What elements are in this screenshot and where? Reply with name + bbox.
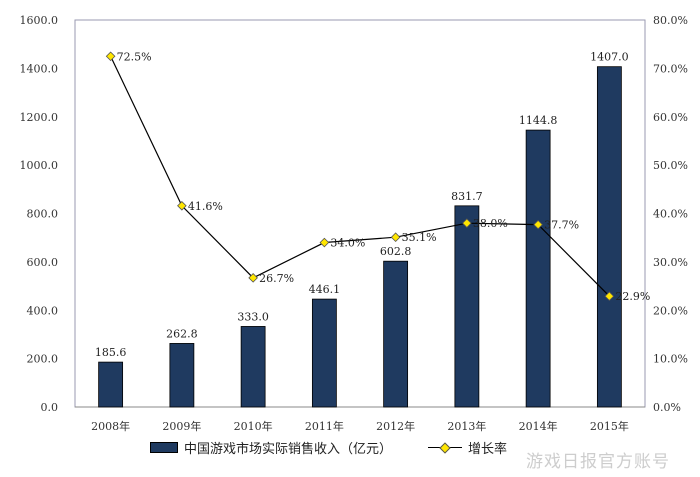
y-right-tick-label: 70.0%: [653, 62, 688, 75]
bar-data-label: 185.6: [95, 346, 127, 359]
plot-frame: [74, 19, 646, 408]
watermark: 游戏日报官方账号: [526, 452, 670, 472]
growth-marker: [462, 218, 472, 228]
bar-data-label: 1144.8: [519, 114, 558, 127]
bar-data-label: 602.8: [380, 245, 412, 258]
y-right-tick-label: 10.0%: [653, 353, 688, 366]
growth-marker: [248, 273, 258, 283]
x-tick-label: 2010年: [234, 419, 273, 433]
bar: [383, 260, 409, 408]
growth-marker: [390, 232, 401, 243]
y-right-tick-label: 20.0%: [653, 304, 688, 317]
growth-data-label: 38.0%: [473, 217, 508, 230]
y-left-tick-label: 600.0: [27, 256, 59, 269]
x-tick-label: 2013年: [447, 419, 486, 433]
bar-data-label: 262.8: [166, 327, 198, 340]
growth-marker: [177, 200, 187, 211]
growth-marker: [105, 51, 116, 62]
x-tick-label: 2009年: [162, 419, 201, 433]
x-tick-label: 2015年: [590, 419, 629, 433]
growth-line: [110, 56, 610, 297]
growth-data-label: 34.0%: [330, 237, 365, 250]
growth-data-label: 22.9%: [615, 290, 650, 303]
bar: [169, 343, 195, 408]
growth-marker: [319, 237, 330, 248]
growth-data-label: 72.5%: [117, 50, 152, 63]
bar: [98, 361, 124, 408]
bar-data-label: 333.0: [237, 310, 269, 323]
y-left-tick-label: 200.0: [27, 353, 59, 366]
bar: [454, 205, 480, 408]
y-left-tick-label: 0.0: [41, 401, 59, 414]
bar: [311, 298, 337, 408]
y-left-tick-label: 1200.0: [20, 111, 59, 124]
legend: 中国游戏市场实际销售收入（亿元） 增长率: [150, 438, 507, 457]
y-right-tick-label: 50.0%: [653, 159, 688, 172]
y-left-tick-label: 400.0: [27, 304, 59, 317]
y-left-tick-label: 800.0: [27, 208, 59, 221]
legend-line-label: 增长率: [468, 442, 508, 457]
legend-bar-swatch: [150, 442, 178, 453]
growth-marker: [604, 291, 615, 302]
bar-data-label: 831.7: [451, 190, 483, 203]
y-right-tick-label: 0.0%: [653, 401, 681, 414]
y-left-tick-label: 1000.0: [20, 159, 59, 172]
growth-data-label: 37.7%: [544, 219, 579, 232]
y-right-tick-label: 40.0%: [653, 208, 688, 221]
y-right-tick-label: 60.0%: [653, 111, 688, 124]
x-tick-label: 2011年: [305, 419, 344, 433]
bar: [525, 129, 551, 408]
growth-data-label: 26.7%: [259, 272, 294, 285]
y-right-tick-label: 80.0%: [653, 14, 688, 27]
growth-marker: [533, 219, 543, 230]
growth-data-label: 41.6%: [188, 200, 223, 213]
y-left-tick-label: 1600.0: [20, 14, 59, 27]
y-left-tick-label: 1400.0: [20, 62, 59, 75]
bar-data-label: 1407.0: [590, 51, 629, 64]
x-tick-label: 2008年: [91, 419, 130, 433]
bar: [596, 66, 622, 408]
bar: [240, 326, 266, 408]
y-right-tick-label: 30.0%: [653, 256, 688, 269]
legend-bar-label: 中国游戏市场实际销售收入（亿元）: [184, 442, 393, 457]
legend-line-icon: [428, 443, 463, 453]
bar-data-label: 446.1: [309, 283, 341, 296]
x-tick-label: 2014年: [519, 419, 558, 433]
growth-data-label: 35.1%: [402, 231, 437, 244]
x-tick-label: 2012年: [376, 419, 415, 433]
